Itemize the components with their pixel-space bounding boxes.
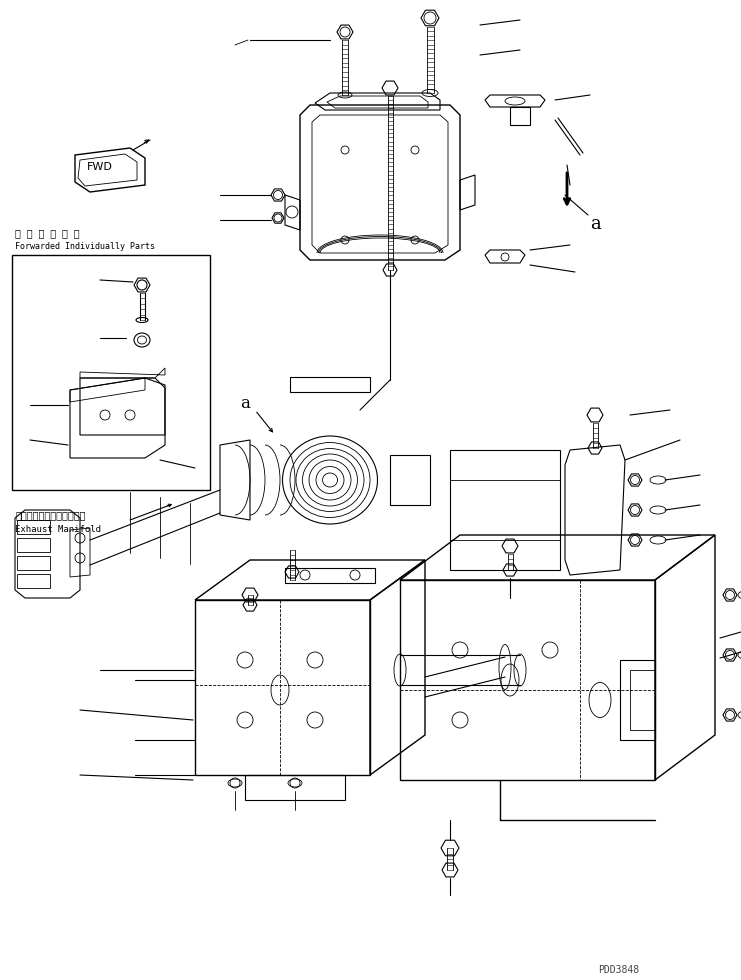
Text: 単 品 発 送 部 品: 単 品 発 送 部 品: [15, 228, 79, 238]
Text: エキゾーストマニホールド: エキゾーストマニホールド: [15, 510, 85, 520]
Text: a: a: [240, 395, 250, 412]
Text: FWD: FWD: [87, 162, 113, 172]
Text: Exhaust Manifold: Exhaust Manifold: [15, 525, 101, 534]
Text: Forwarded Individually Parts: Forwarded Individually Parts: [15, 242, 155, 251]
Text: a: a: [590, 215, 601, 233]
Text: PDD3848: PDD3848: [598, 965, 639, 975]
